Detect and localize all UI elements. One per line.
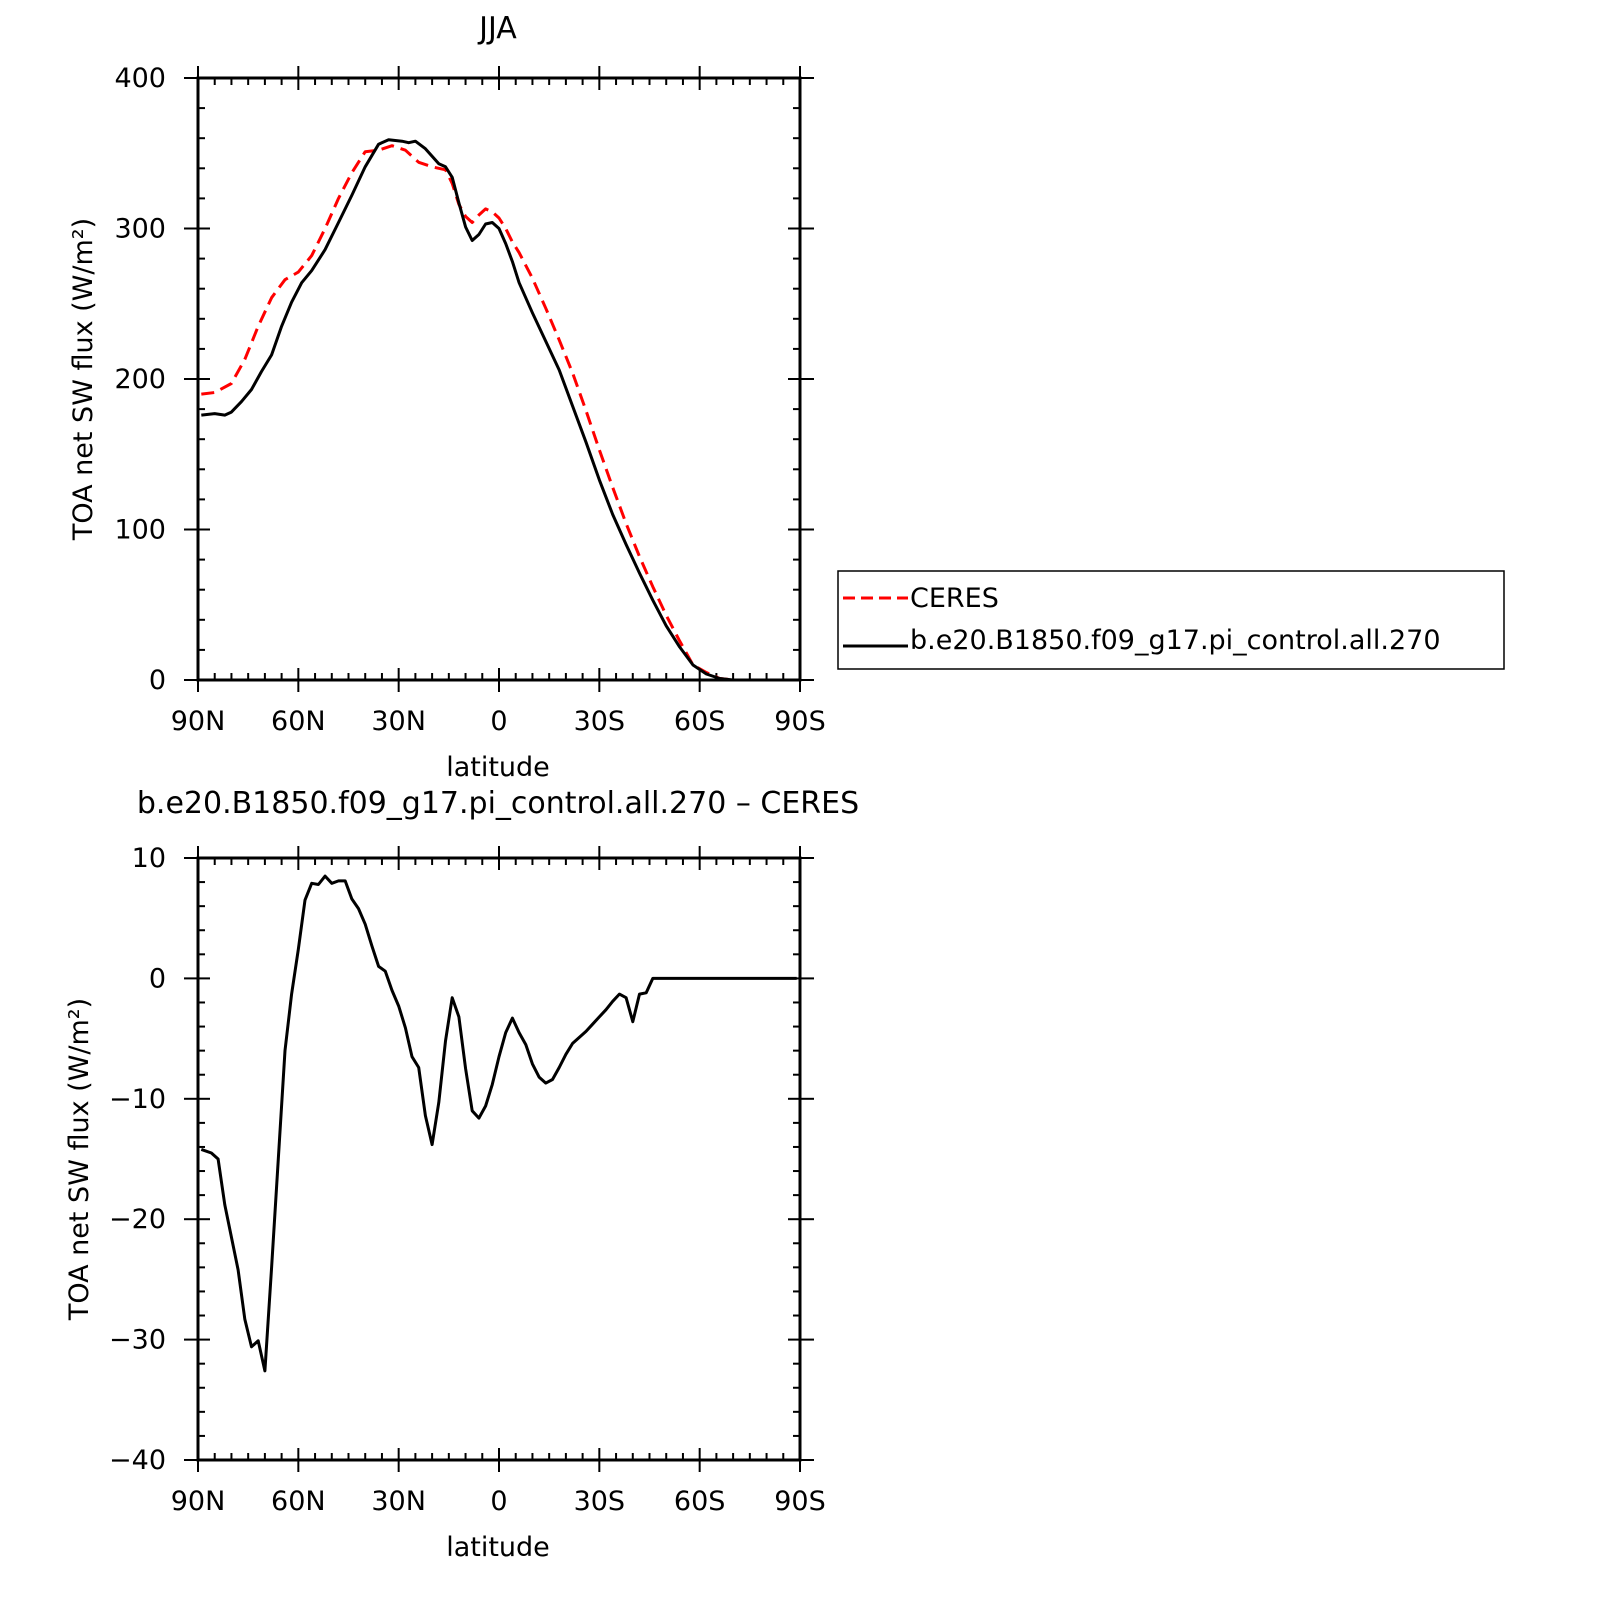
x-tick-label: 60N [271,1486,326,1517]
top-chart-tick-labels: 90N 60N 30N 0 30S 60S 90S 0 100 200 300 400 [114,63,825,737]
y-tick-label: 10 [132,843,166,874]
top-plot-frame [196,76,802,682]
y-tick-label: 400 [114,63,166,94]
x-tick-label: 90N [171,1486,226,1517]
y-tick-label: 100 [114,515,166,546]
x-tick-label: 90S [774,706,826,737]
model-series-line [201,138,797,682]
x-tick-label: 30S [574,706,626,737]
bottom-chart-series [200,874,797,1373]
bottom-chart-panel: b.e20.B1850.f09_g17.pi_control.all.270 –… [64,786,859,1563]
top-chart-series [201,138,797,682]
y-tick-label: 0 [149,665,166,696]
x-tick-label: 30N [371,1486,426,1517]
y-tick-label: −30 [109,1325,166,1356]
x-tick-label: 30N [371,706,426,737]
top-y-axis-label: TOA net SW flux (W/m²) [68,218,99,541]
y-tick-label: −40 [109,1445,166,1476]
x-tick-label: 0 [490,706,507,737]
y-tick-label: 300 [114,214,166,245]
x-tick-label: 90N [171,706,226,737]
y-tick-label: −10 [109,1084,166,1115]
top-chart-ticks [184,66,814,692]
x-tick-label: 60S [674,1486,726,1517]
ceres-series-line [201,144,797,682]
x-tick-label: 90S [774,1486,826,1517]
legend: CERES b.e20.B1850.f09_g17.pi_control.all… [837,570,1505,670]
top-x-axis-label: latitude [446,752,550,783]
x-tick-label: 60S [674,706,726,737]
top-chart-title: JJA [477,11,517,46]
bottom-x-axis-label: latitude [446,1532,550,1563]
bottom-chart-title: b.e20.B1850.f09_g17.pi_control.all.270 –… [137,786,859,821]
legend-label-model: b.e20.B1850.f09_g17.pi_control.all.270 [910,625,1441,656]
top-chart-panel: JJA 90N 60N 30N 0 30S 60S 90S 0 100 200 300 400 lat… [68,11,826,783]
difference-series-line [200,874,797,1373]
y-tick-label: −20 [109,1204,166,1235]
x-tick-label: 0 [490,1486,507,1517]
legend-box [837,570,1505,670]
legend-label-ceres: CERES [910,583,999,614]
bottom-y-axis-label: TOA net SW flux (W/m²) [64,998,95,1321]
y-tick-label: 0 [149,963,166,994]
y-tick-label: 200 [114,364,166,395]
x-tick-label: 60N [271,706,326,737]
x-tick-label: 30S [574,1486,626,1517]
bottom-chart-tick-labels: 90N 60N 30N 0 30S 60S 90S 10 0 −10 −20 −30 −40 [109,843,826,1517]
bottom-plot-frame [196,856,802,1462]
